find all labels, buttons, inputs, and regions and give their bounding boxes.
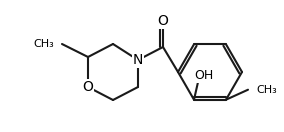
Text: N: N bbox=[133, 53, 143, 67]
Text: CH₃: CH₃ bbox=[33, 39, 54, 49]
Text: CH₃: CH₃ bbox=[256, 85, 277, 95]
Text: OH: OH bbox=[194, 69, 214, 82]
Text: O: O bbox=[83, 80, 93, 94]
Text: O: O bbox=[158, 14, 168, 28]
